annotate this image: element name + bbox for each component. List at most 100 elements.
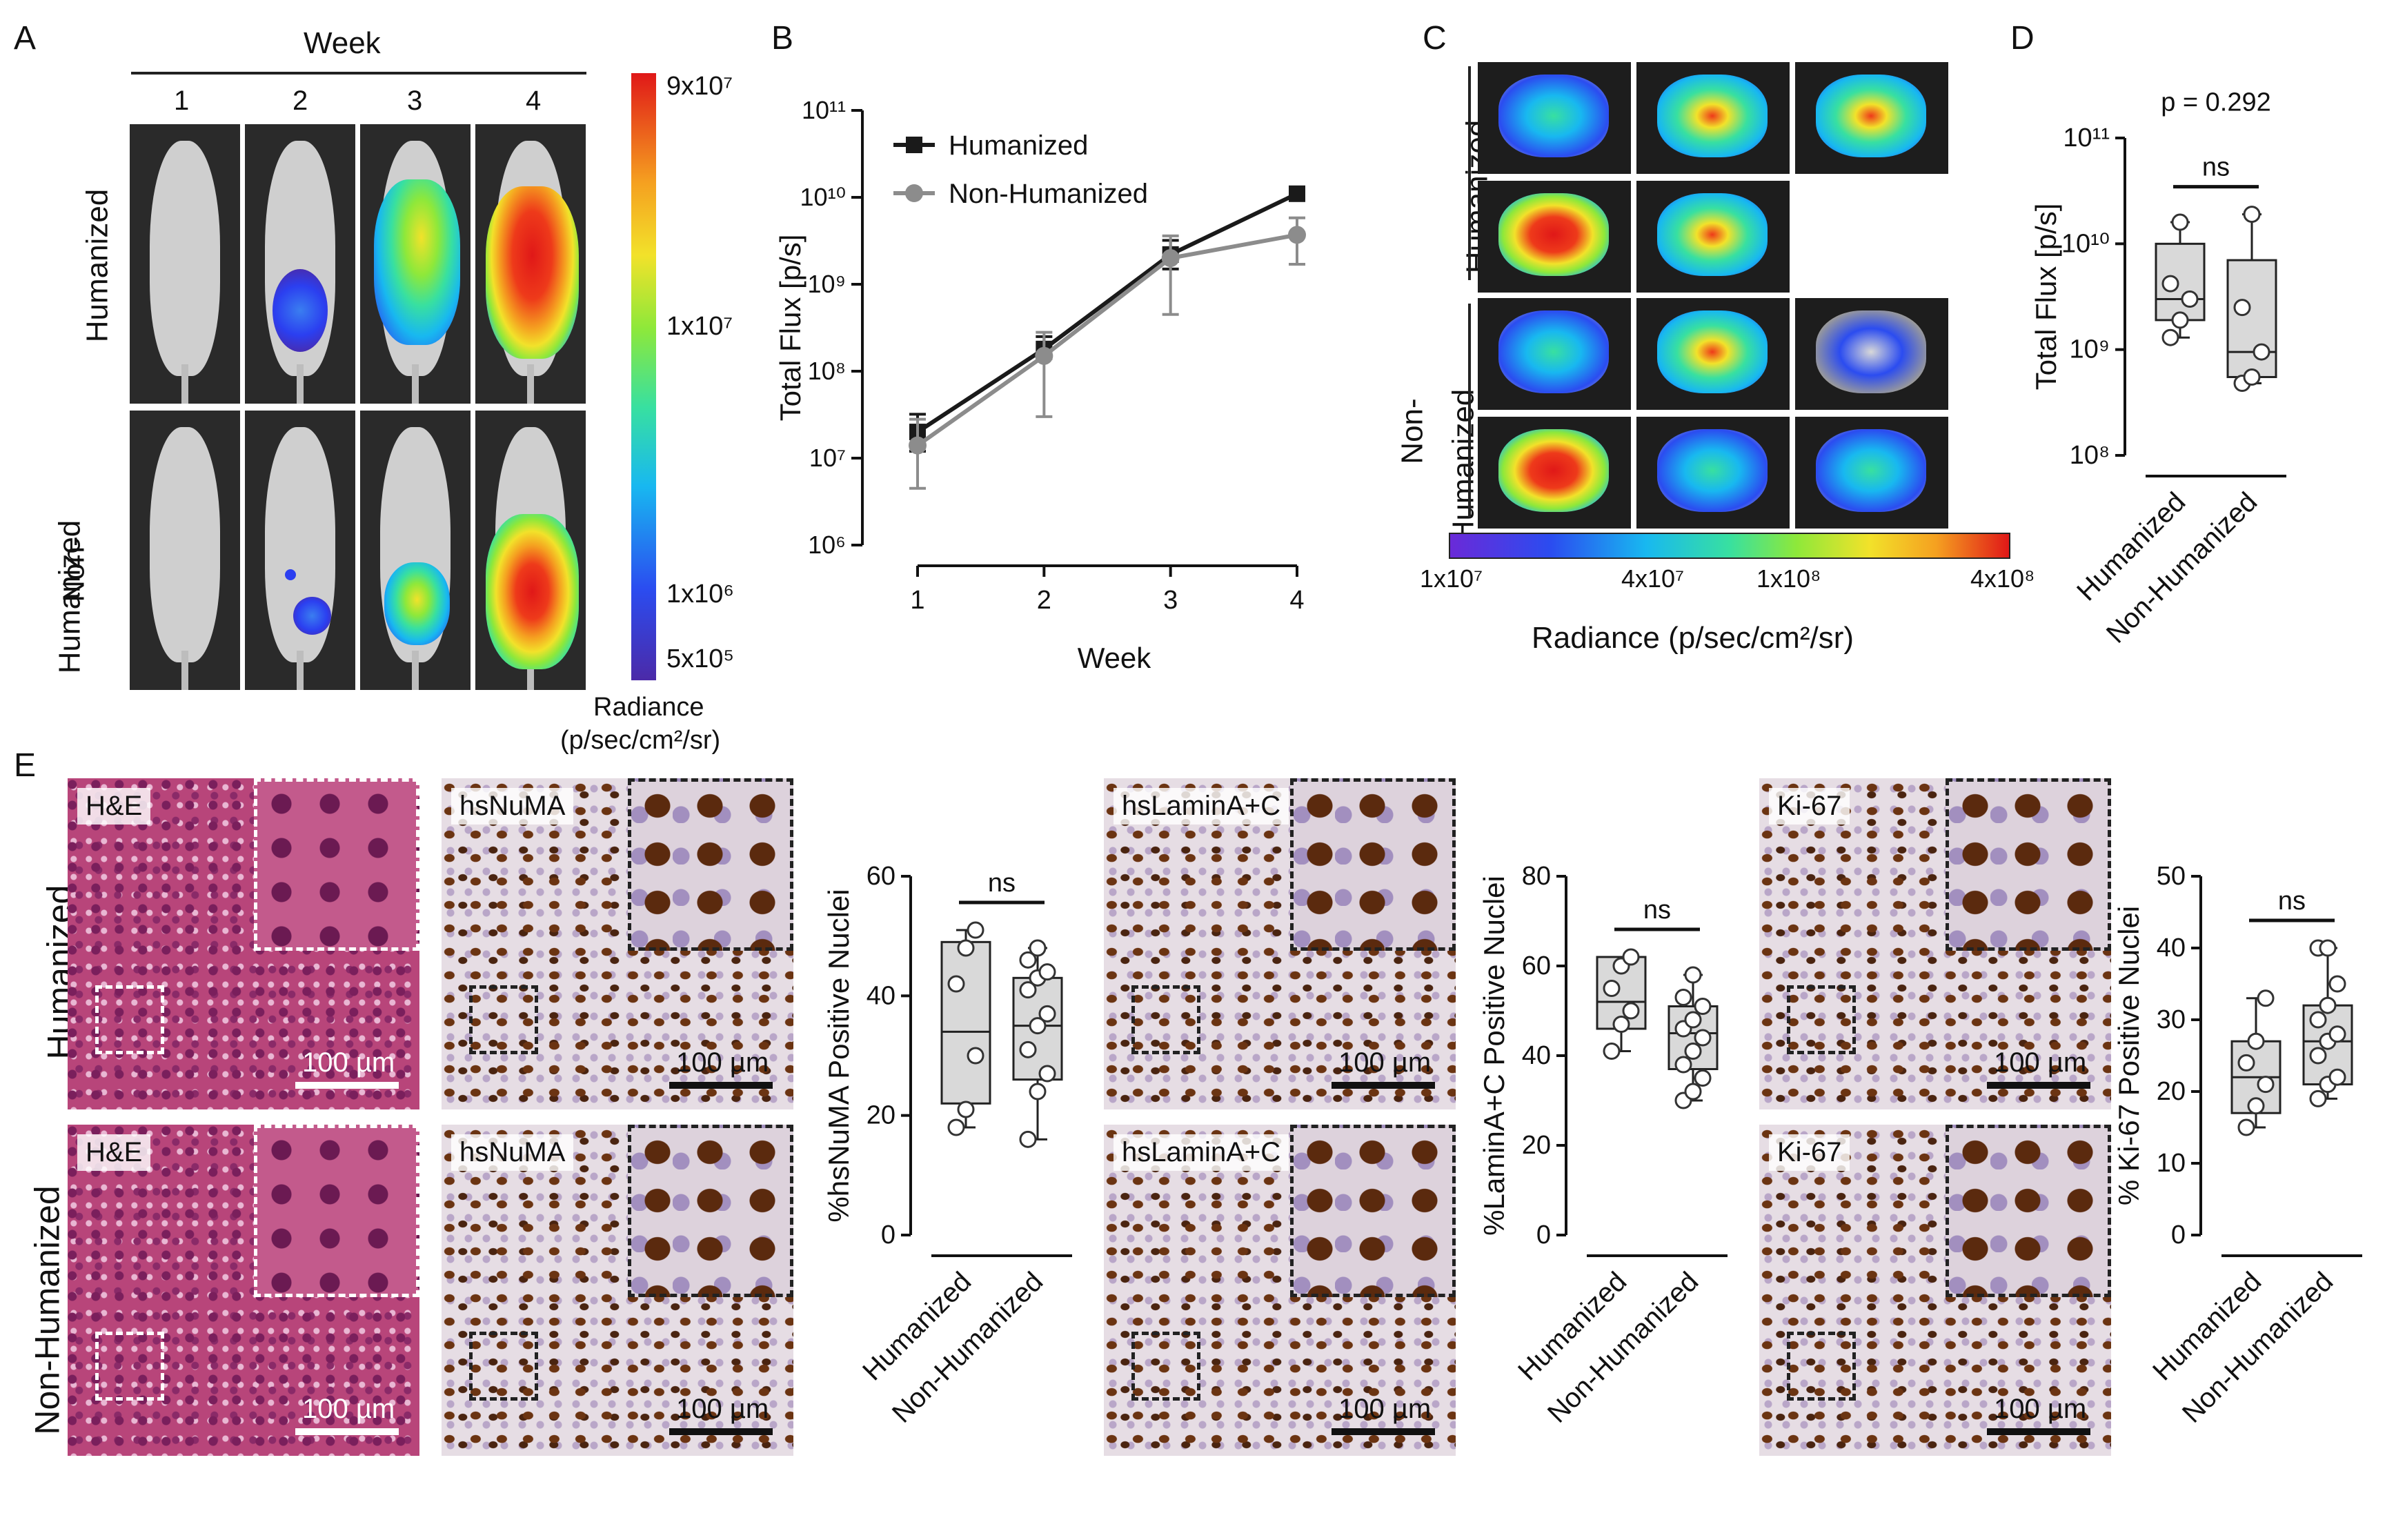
scale-bar	[295, 1428, 399, 1435]
scale-bar	[1987, 1082, 2090, 1089]
box-point	[1038, 1065, 1056, 1083]
box-point	[1694, 1029, 1712, 1047]
panel-a-colorbar	[631, 73, 656, 680]
roi-box	[1787, 985, 1856, 1054]
panel-b-legend-label: Non-Humanized	[949, 179, 1148, 209]
roi-box	[95, 985, 164, 1054]
box-ytick-label: 60	[867, 862, 895, 891]
week-header-line	[131, 72, 586, 75]
box-annotation: p = 0.292	[2161, 88, 2271, 117]
box-point	[2328, 975, 2346, 993]
colorbar-a-tick-1e6: 1x10⁶	[666, 580, 735, 609]
panel-letter-c: C	[1423, 20, 1447, 57]
colorbar-a-tick-max: 9x10⁷	[666, 72, 733, 101]
panel-b-point	[1288, 226, 1306, 244]
organ-bli-signal	[1498, 310, 1609, 393]
organ-bli-tile	[1478, 417, 1631, 529]
box-ytick-label: 0	[881, 1221, 895, 1250]
bli-mouse-h-w4	[475, 124, 586, 404]
zoom-inset	[254, 778, 419, 951]
panel-b-ytick-label: 10¹¹	[802, 96, 846, 124]
panel-letter-e: E	[14, 747, 37, 784]
panel-c-row2-bracket	[1468, 304, 1471, 517]
organ-bli-tile	[1636, 62, 1790, 174]
panel-c-row-humanized-2: Humanized	[1446, 388, 1481, 543]
box-point	[1684, 1083, 1702, 1100]
panel-letter-b: B	[771, 20, 794, 57]
organ-bli-tile	[1795, 417, 1948, 529]
box-point	[2257, 989, 2275, 1007]
box-ytick-label: 10¹¹	[2063, 124, 2110, 152]
zoom-inset	[628, 1125, 793, 1297]
box-ylabel: %LaminA+C Positive Nuclei	[1478, 876, 1510, 1236]
panel-b-xtick-label: 1	[910, 586, 924, 615]
week-header: Week	[304, 26, 381, 60]
box-point	[1694, 1069, 1712, 1087]
panel-b-legend-marker	[906, 137, 922, 153]
scale-bar	[1332, 1428, 1435, 1435]
scale-bar-label: 100 µm	[302, 1047, 395, 1078]
box-ylabel: Total Flux [p/s]	[2030, 204, 2062, 391]
box-point	[2309, 1047, 2327, 1065]
box-point	[2328, 1068, 2346, 1086]
organ-bli-signal	[1657, 193, 1768, 276]
panel-b-ytick-label: 10¹⁰	[800, 183, 846, 211]
panel-b-series-line	[916, 192, 1298, 434]
box-ylabel: % Ki-67 Positive Nuclei	[2112, 906, 2145, 1205]
box-point	[2257, 1076, 2275, 1094]
box-ytick-label: 10⁸	[2070, 441, 2110, 470]
box-ytick-label: 10	[2157, 1149, 2186, 1178]
panel-b-xlabel: Week	[1078, 642, 1152, 669]
organ-bli-signal	[1657, 310, 1768, 393]
box-ytick-label: 20	[2157, 1077, 2186, 1106]
week-label-3: 3	[407, 86, 423, 116]
stain-label: hsLaminA+C	[1114, 1134, 1289, 1171]
box-point	[947, 1118, 965, 1136]
organ-bli-signal	[1657, 75, 1768, 157]
colorbar-c-tick-3: 1x10⁸	[1756, 564, 1821, 593]
bli-mouse-n-w3	[360, 411, 471, 690]
week-label-1: 1	[174, 86, 190, 116]
panel-b-point	[1161, 249, 1180, 268]
scale-bar-label: 100 µm	[676, 1394, 769, 1424]
panel-b-chart: 10⁶ 10⁷ 10⁸ 10⁹ 10¹⁰ 10¹¹ 1 2 3 4 Week Total Flux […	[774, 96, 1306, 669]
scale-bar-label: 100 µm	[302, 1394, 395, 1424]
box-point	[2309, 1011, 2327, 1029]
panel-c-row-non: Non-	[1395, 398, 1429, 464]
organ-bli-signal	[1657, 429, 1768, 512]
roi-box	[1787, 1332, 1856, 1401]
scale-bar-label: 100 µm	[1994, 1394, 2087, 1424]
panel-b-xtick-label: 4	[1289, 586, 1304, 615]
box-point	[2319, 996, 2337, 1014]
organ-bli-tile	[1636, 298, 1790, 410]
stain-label: Ki-67	[1769, 1134, 1850, 1171]
panel-c-colorbar	[1449, 533, 2010, 559]
box-point	[1694, 998, 1712, 1015]
bli-mouse-h-w1	[130, 124, 240, 404]
box-ytick-label: 50	[2157, 862, 2186, 891]
organ-bli-signal	[1816, 75, 1926, 157]
box-point	[1038, 963, 1056, 981]
box-iqr	[940, 940, 991, 1105]
box-significance-label: ns	[988, 869, 1016, 898]
organ-bli-tile	[1636, 181, 1790, 293]
micrograph-h-e: H&E 100 µm	[68, 1125, 419, 1456]
bli-mouse-h-w3	[360, 124, 471, 404]
box-point	[967, 1047, 984, 1065]
box-point	[1684, 1011, 1702, 1029]
panel-c-row1-bracket	[1468, 66, 1471, 280]
roi-box	[469, 1332, 538, 1401]
box-point	[1603, 1043, 1621, 1060]
scale-bar-label: 100 µm	[1338, 1394, 1432, 1424]
scale-bar-label: 100 µm	[676, 1047, 769, 1078]
box-point	[1684, 1043, 1702, 1060]
box-point	[2181, 290, 2199, 308]
roi-box	[95, 1332, 164, 1401]
box-point	[2171, 213, 2189, 231]
organ-bli-tile	[1478, 181, 1631, 293]
box-ytick-label: 40	[1522, 1041, 1551, 1070]
panel-e-row-non-humanized: Non-Humanized	[28, 1185, 67, 1435]
panel-b-ytick-label: 10⁸	[808, 357, 846, 385]
